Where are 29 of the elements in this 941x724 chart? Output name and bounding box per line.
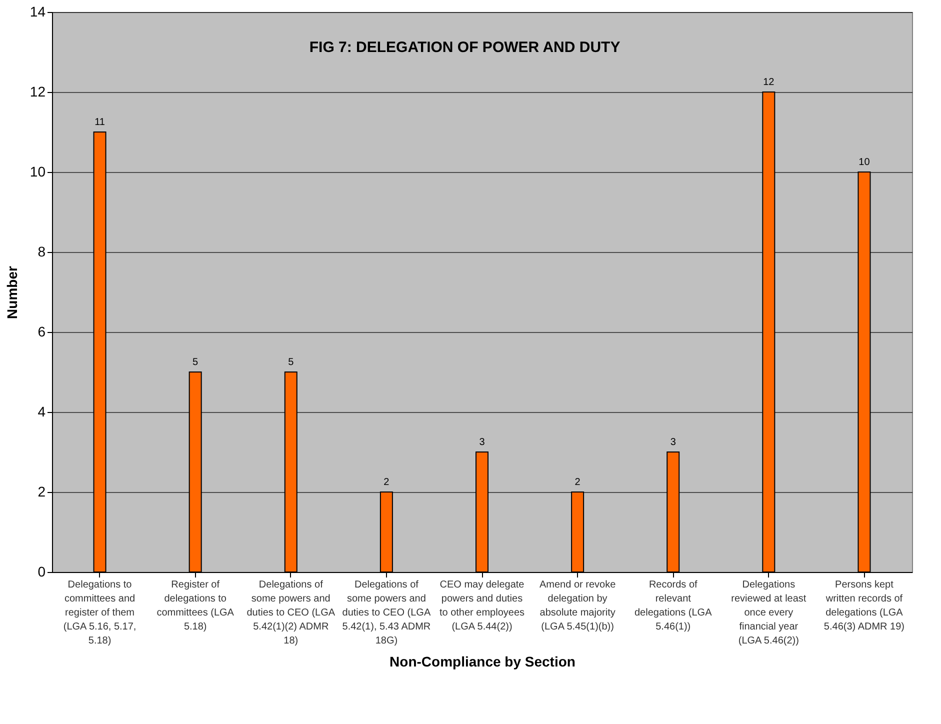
data-label: 11 (94, 117, 106, 128)
x-tick-label: Delegations of some powers and duties to CEO (LGA 5.42(1)(2) ADMR 18) (246, 580, 336, 646)
x-tick-label: Records of relevant delegations (LGA 5.46(1)) (634, 580, 712, 632)
x-axis-title: Non-Compliance by Section (390, 654, 576, 670)
data-label: 2 (574, 477, 581, 488)
y-tick-label: 4 (38, 404, 46, 420)
data-label: 12 (763, 77, 775, 88)
x-tick-label: Delegations to committees and register of them (LGA 5.16, 5.17, 5.18) (63, 580, 136, 646)
data-label: 10 (858, 157, 870, 168)
x-tick-label: Persons kept written records of delegations (LGA 5.46(3) ADMR 19) (824, 580, 905, 632)
y-tick-label: 14 (30, 4, 46, 20)
text: FIG 7: DELEGATION OF POWER AND DUTY (309, 39, 620, 56)
x-tick-label: CEO may delegate powers and duties to other employees (LGA 5.44(2)) (439, 580, 525, 632)
data-label: 5 (288, 357, 294, 368)
x-tick-label: Amend or revoke delegation by absolute majority (LGA 5.45(1)(b)) (539, 580, 616, 632)
y-axis-title: Number (4, 266, 20, 319)
y-tick-label: 6 (38, 324, 46, 340)
data-label: 3 (479, 437, 486, 448)
x-tick-label: Delegations reviewed at least once every financial year (LGA 5.46(2)) (731, 580, 806, 646)
x-tick-label: Delegations of some powers and duties to CEO (LGA 5.42(1), 5.43 ADMR 18G) (342, 580, 431, 646)
data-label: 2 (384, 477, 390, 488)
y-tick-label: 8 (38, 244, 46, 260)
data-label: 5 (192, 357, 199, 368)
data-label: 3 (670, 437, 676, 448)
y-tick-label: 10 (30, 164, 46, 180)
y-tick-label: 12 (30, 84, 46, 100)
x-tick-label: Register of delegations to committees (LGA 5.18) (156, 580, 234, 632)
y-tick-label: 2 (38, 484, 46, 500)
y-tick-label: 0 (38, 564, 46, 580)
